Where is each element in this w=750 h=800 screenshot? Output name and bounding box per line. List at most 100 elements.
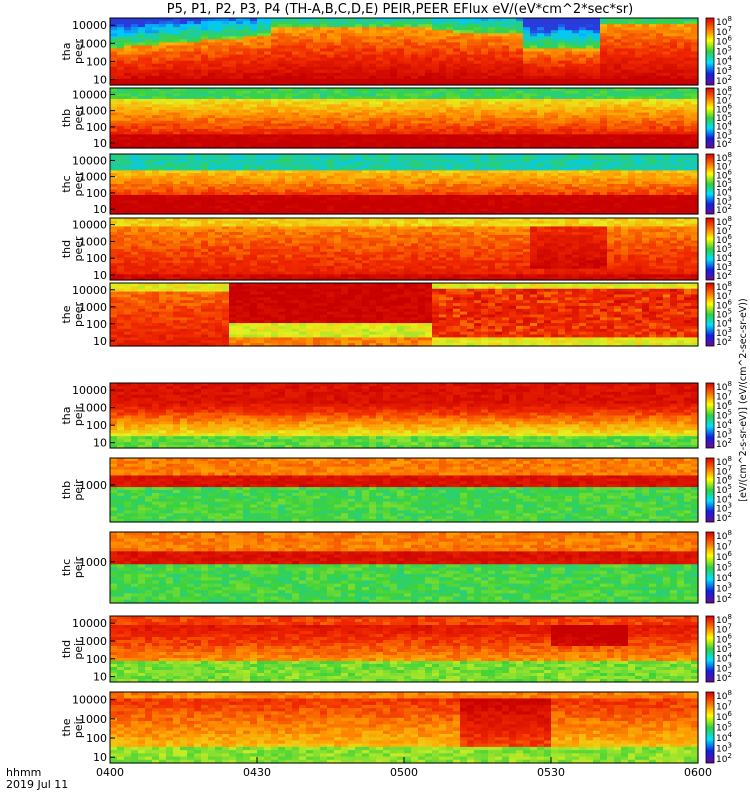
spectrogram-cell [656, 48, 664, 53]
spectrogram-cell [677, 30, 685, 34]
spectrogram-cell [418, 96, 426, 100]
spectrogram-cell [586, 109, 594, 114]
spectrogram-cell [663, 128, 671, 133]
spectrogram-cell [341, 75, 349, 80]
spectrogram-cell [250, 126, 258, 130]
spectrogram-cell [684, 139, 692, 144]
spectrogram-cell [117, 33, 125, 37]
spectrogram-cell [187, 72, 195, 77]
spectrogram-cell [278, 48, 286, 53]
spectrogram-cell [369, 51, 377, 56]
spectrogram-cell [579, 137, 587, 141]
spectrogram-cell [404, 88, 412, 92]
spectrogram-cell [257, 120, 265, 125]
spectrogram-cell [173, 142, 181, 146]
spectrogram-cell [495, 30, 503, 34]
spectrogram-cell [516, 101, 524, 105]
spectrogram-cell [418, 69, 426, 74]
spectrogram-cell [278, 98, 286, 103]
spectrogram-cell [138, 90, 146, 95]
spectrogram-cell [194, 131, 202, 135]
spectrogram-cell [278, 39, 286, 43]
spectrogram-cell [439, 60, 447, 65]
spectrogram-cell [649, 118, 657, 122]
spectrogram-cell [201, 78, 209, 83]
spectrogram-cell [131, 139, 139, 144]
spectrogram-cell [565, 112, 573, 116]
spectrogram-cell [250, 134, 258, 138]
spectrogram-cell [677, 57, 685, 62]
spectrogram-cell [355, 75, 363, 80]
spectrogram-cell [355, 63, 363, 68]
spectrogram-cell [425, 78, 433, 83]
spectrogram-cell [481, 109, 489, 114]
spectrogram-cell [621, 118, 629, 122]
spectrogram-cell [516, 69, 524, 74]
spectrogram-cell [152, 109, 160, 114]
spectrogram-cell [614, 30, 622, 34]
spectrogram-cell [397, 98, 405, 103]
spectrogram-cell [383, 75, 391, 80]
spectrogram-cell [320, 30, 328, 34]
spectrogram-cell [306, 81, 314, 86]
spectrogram-cell [229, 112, 237, 116]
spectrogram-cell [180, 167, 188, 171]
spectrogram-cell [243, 139, 251, 144]
spectrogram-cell [397, 45, 405, 50]
spectrogram-cell [320, 128, 328, 133]
spectrogram-cell [481, 69, 489, 74]
spectrogram-cell [551, 21, 559, 25]
spectrogram-cell [201, 118, 209, 122]
spectrogram-cell [194, 104, 202, 108]
spectrogram-cell [278, 88, 286, 92]
spectrogram-cell [411, 33, 419, 37]
spectrogram-cell [145, 134, 153, 138]
spectrogram-cell [159, 123, 167, 127]
spectrogram-cell [642, 98, 650, 103]
spectrogram-cell [586, 75, 594, 80]
spectrogram-cell [446, 24, 454, 28]
spectrogram-cell [215, 96, 223, 100]
spectrogram-cell [453, 60, 461, 65]
spectrogram-cell [551, 137, 559, 141]
spectrogram-cell [446, 75, 454, 80]
spectrogram-cell [145, 98, 153, 103]
spectrogram-cell [600, 60, 608, 65]
spectrogram-cell [432, 75, 440, 80]
spectrogram-cell [180, 200, 188, 204]
spectrogram-cell [369, 78, 377, 83]
spectrogram-cell [474, 128, 482, 133]
spectrogram-cell [362, 33, 370, 37]
spectrogram-cell [257, 30, 265, 34]
spectrogram-cell [124, 211, 132, 215]
spectrogram-cell [593, 36, 601, 40]
spectrogram-cell [411, 54, 419, 59]
spectrogram-cell [131, 27, 139, 31]
spectrogram-cell [320, 33, 328, 37]
spectrogram-cell [229, 66, 237, 71]
spectrogram-cell [285, 107, 293, 111]
spectrogram-cell [614, 27, 622, 31]
spectrogram-cell [285, 60, 293, 65]
spectrogram-cell [313, 139, 321, 144]
spectrogram-cell [418, 98, 426, 103]
spectrogram-cell [495, 63, 503, 68]
spectrogram-cell [495, 75, 503, 80]
spectrogram-cell [481, 137, 489, 141]
spectrogram-cell [509, 81, 517, 86]
spectrogram-cell [145, 48, 153, 53]
spectrogram-cell [376, 48, 384, 53]
spectrogram-cell [586, 18, 594, 22]
spectrogram-cell [131, 104, 139, 108]
spectrogram-cell [250, 30, 258, 34]
spectrogram-cell [236, 120, 244, 125]
spectrogram-cell [334, 69, 342, 74]
spectrogram-cell [579, 60, 587, 65]
spectrogram-cell [334, 75, 342, 80]
spectrogram-cell [495, 123, 503, 127]
spectrogram-cell [131, 30, 139, 34]
spectrogram-cell [474, 109, 482, 114]
spectrogram-cell [425, 142, 433, 146]
spectrogram-cell [390, 27, 398, 31]
spectrogram-cell [348, 78, 356, 83]
